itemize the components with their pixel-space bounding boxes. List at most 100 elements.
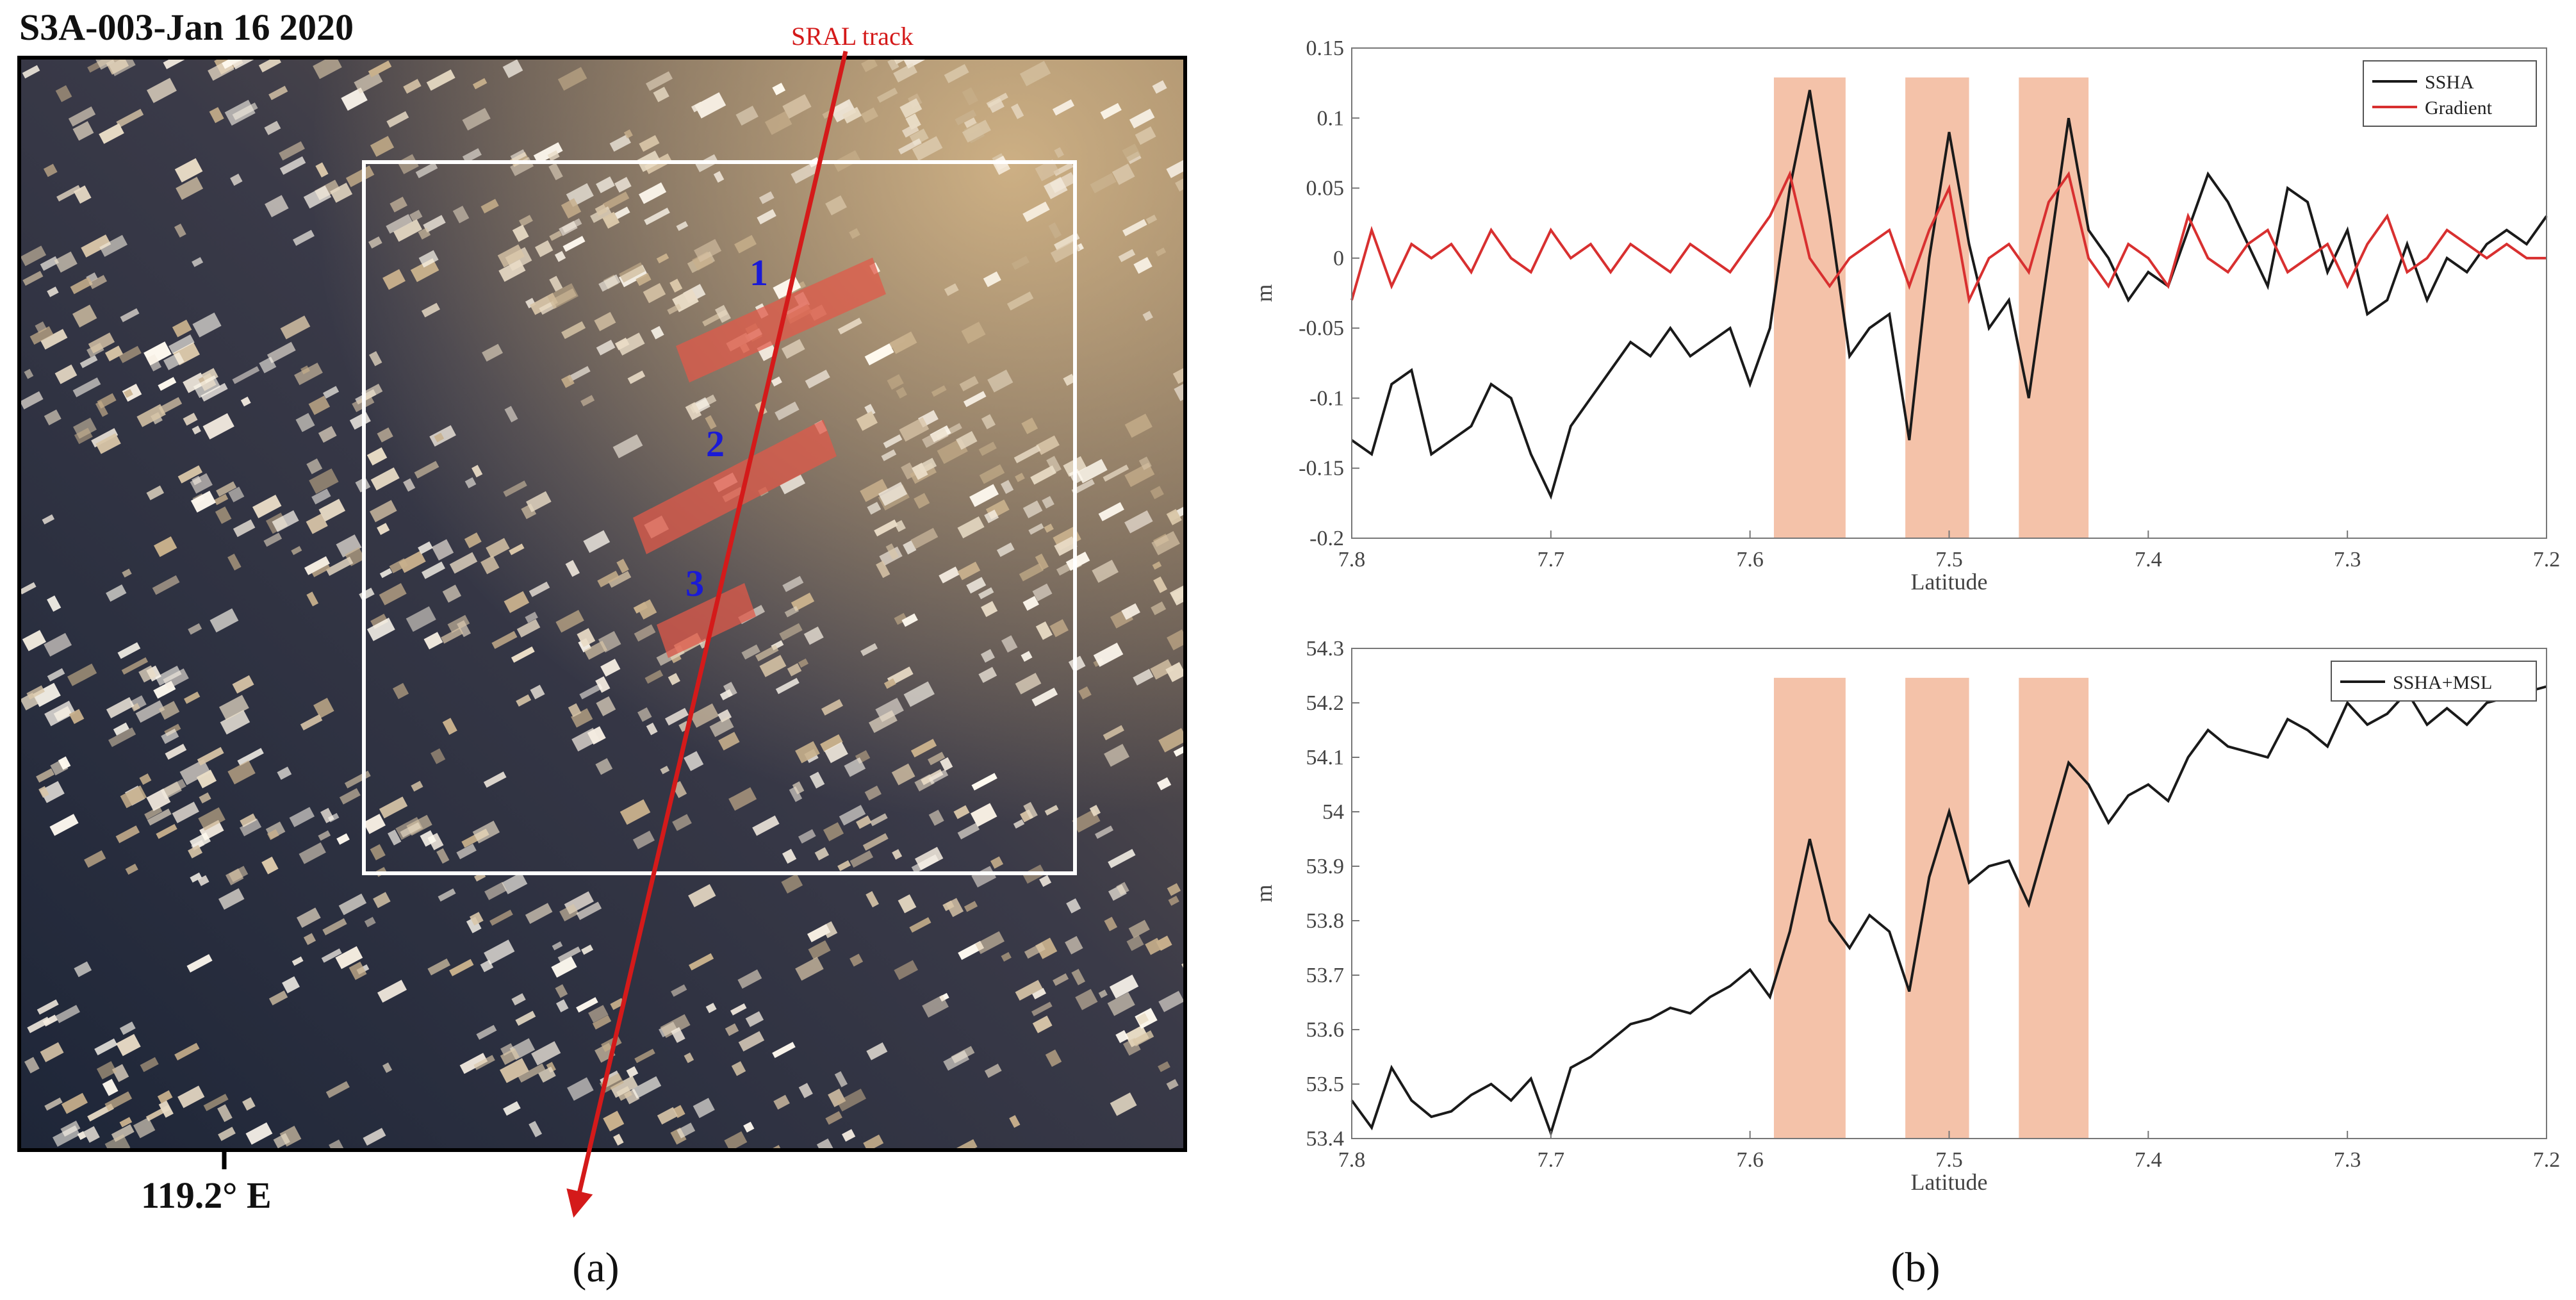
- cloud-pixel: [426, 69, 455, 91]
- cloud-pixel: [201, 383, 228, 402]
- cloud-pixel: [449, 552, 478, 574]
- cloud-pixel: [677, 1123, 696, 1139]
- cloud-pixel: [1116, 882, 1129, 896]
- cloud-pixel: [892, 849, 903, 860]
- cloud-pixel: [291, 956, 304, 966]
- cloud-pixel: [370, 136, 395, 157]
- cloud-pixel: [946, 898, 964, 917]
- cloud-pixel: [289, 807, 315, 828]
- cloud-pixel: [860, 479, 889, 502]
- cloud-pixel: [303, 933, 316, 946]
- cloud-pixel: [56, 185, 81, 202]
- cloud-pixel: [217, 1104, 233, 1123]
- cloud-pixel: [1015, 673, 1042, 695]
- cloud-pixel: [168, 334, 195, 354]
- cloud-pixel: [671, 984, 687, 997]
- cloud-pixel: [124, 388, 133, 399]
- cloud-pixel: [393, 682, 409, 700]
- cloud-pixel: [406, 606, 436, 632]
- cloud-pixel: [705, 415, 717, 430]
- cloud-pixel: [609, 134, 631, 152]
- cloud-pixel: [557, 946, 581, 962]
- cloud-pixel: [795, 957, 824, 981]
- cloud-pixel: [192, 257, 204, 267]
- cloud-pixel: [957, 561, 981, 580]
- cloud-pixel: [32, 682, 61, 707]
- study-area-box: [362, 160, 1077, 875]
- cloud-pixel: [839, 805, 866, 826]
- cloud-pixel: [267, 341, 296, 363]
- cloud-pixel: [482, 343, 503, 362]
- cloud-pixel: [1022, 596, 1039, 611]
- cloud-pixel: [1107, 992, 1135, 1016]
- cloud-pixel: [931, 385, 947, 397]
- highlight-band-1: [1773, 77, 1846, 538]
- cloud-pixel: [313, 698, 334, 719]
- cloud-pixel: [691, 101, 704, 113]
- cloud-pixel: [268, 990, 288, 1006]
- cloud-pixel: [188, 623, 202, 635]
- cloud-pixel: [1118, 249, 1136, 263]
- cloud-pixel: [878, 482, 908, 506]
- cloud-pixel: [866, 1042, 888, 1060]
- cloud-pixel: [1133, 257, 1153, 274]
- cloud-pixel: [1036, 435, 1060, 455]
- cloud-pixel: [789, 786, 803, 802]
- cloud-pixel: [1048, 222, 1062, 239]
- y-tick-label: -0.2: [1309, 527, 1344, 550]
- cloud-pixel: [152, 575, 180, 595]
- y-tick-label: 0.05: [1306, 177, 1345, 201]
- cloud-pixel: [1035, 159, 1060, 181]
- cloud-pixel: [685, 402, 702, 420]
- cloud-pixel: [636, 272, 652, 286]
- cloud-pixel: [368, 236, 382, 249]
- caption-a: (a): [572, 1244, 619, 1291]
- cloud-pixel: [44, 632, 72, 657]
- cloud-pixel: [693, 1098, 715, 1119]
- cloud-pixel: [291, 546, 302, 555]
- cloud-pixel: [1032, 987, 1047, 1000]
- cloud-pixel: [420, 830, 436, 847]
- cloud-pixel: [1166, 1079, 1179, 1090]
- cloud-pixel: [1103, 725, 1124, 741]
- highlight-band-2: [1905, 677, 1969, 1139]
- cloud-pixel: [614, 177, 632, 193]
- cloud-pixel: [315, 162, 329, 178]
- cloud-pixel: [294, 362, 323, 386]
- cloud-pixel: [899, 416, 930, 442]
- cloud-pixel: [339, 788, 361, 805]
- cloud-pixel: [583, 530, 611, 553]
- cloud-pixel: [600, 659, 621, 677]
- highlight-band-2: [1905, 77, 1969, 538]
- cloud-pixel: [215, 506, 232, 524]
- cloud-pixel: [962, 87, 978, 106]
- cloud-pixel: [368, 351, 382, 366]
- cloud-pixel: [95, 433, 121, 454]
- cloud-pixel: [1032, 1016, 1053, 1033]
- cloud-pixel: [660, 1014, 691, 1039]
- cloud-pixel: [667, 304, 682, 315]
- cloud-pixel: [905, 113, 921, 130]
- cloud-pixel: [592, 1015, 612, 1030]
- cloud-pixel: [595, 758, 613, 775]
- cloud-pixel: [980, 649, 995, 663]
- cloud-pixel: [1156, 777, 1172, 791]
- cloud-pixel: [567, 1077, 594, 1101]
- cloud-pixel: [511, 993, 526, 1006]
- legend-label: SSHA: [2425, 72, 2474, 93]
- cloud-pixel: [745, 1011, 764, 1028]
- cloud-pixel: [296, 907, 321, 928]
- cloud-pixel: [559, 903, 579, 921]
- cloud-pixel: [922, 427, 949, 448]
- cloud-pixel: [1071, 479, 1095, 495]
- cloud-pixel: [1158, 991, 1185, 1012]
- cloud-pixel: [834, 1071, 848, 1087]
- cloud-pixel: [1108, 849, 1136, 869]
- y-tick-label: 53.9: [1306, 855, 1345, 878]
- cloud-pixel: [486, 538, 510, 559]
- cloud-pixel: [95, 400, 108, 417]
- cloud-pixel: [264, 120, 281, 135]
- cloud-pixel: [72, 121, 94, 141]
- cloud-pixel: [830, 99, 857, 122]
- cloud-pixel: [1166, 509, 1182, 525]
